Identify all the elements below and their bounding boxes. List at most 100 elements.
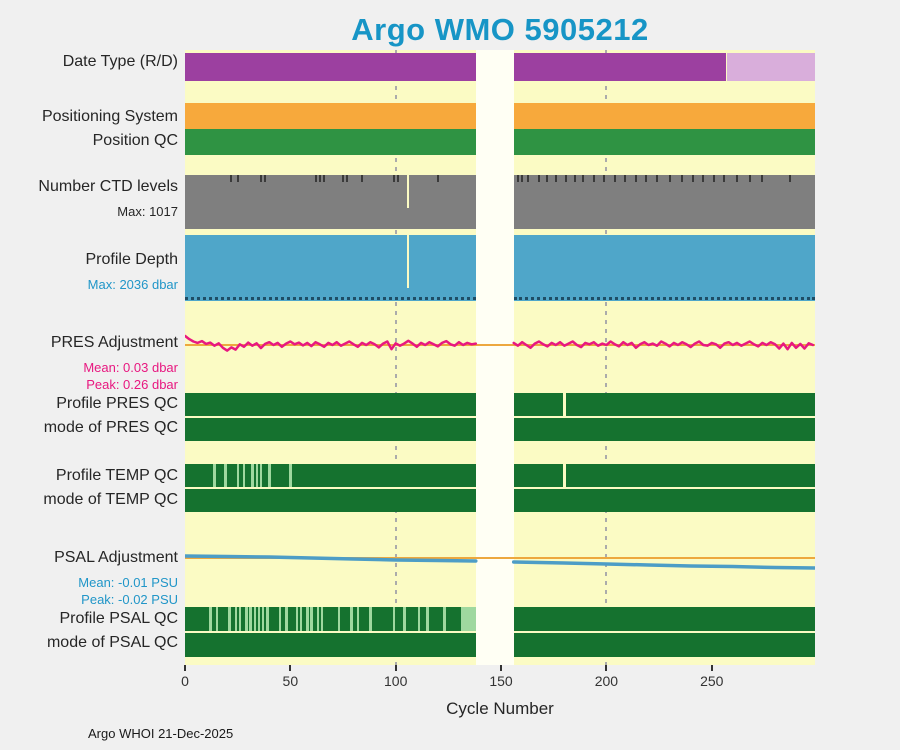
qc-flag-stripe bbox=[255, 464, 259, 487]
level-count-tick bbox=[554, 175, 557, 182]
level-count-tick bbox=[681, 175, 684, 182]
qc-flag-stripe bbox=[426, 607, 429, 631]
qc-flag-stripe bbox=[369, 607, 372, 631]
level-count-tick bbox=[565, 175, 568, 182]
level-count-tick bbox=[314, 175, 317, 182]
level-count-tick bbox=[613, 175, 616, 182]
bar-segment-position_qc bbox=[513, 129, 815, 155]
page-title: Argo WMO 5905212 bbox=[351, 12, 649, 47]
bar-segment-ctd_levels bbox=[513, 175, 815, 229]
qc-flag-stripe bbox=[285, 607, 288, 631]
qc-flag-stripe bbox=[295, 607, 299, 631]
level-count-tick bbox=[573, 175, 576, 182]
level-count-tick bbox=[761, 175, 764, 182]
bar-segment-mode_pres_qc bbox=[513, 418, 815, 441]
qc-flag-block bbox=[461, 607, 476, 631]
level-count-tick bbox=[634, 175, 637, 182]
qc-flag-stripe bbox=[356, 607, 360, 631]
label-position-qc: Position QC bbox=[92, 132, 178, 149]
qc-flag-stripe bbox=[259, 464, 263, 487]
level-count-tick bbox=[436, 175, 439, 182]
level-count-tick bbox=[264, 175, 267, 182]
plot-area bbox=[185, 50, 815, 665]
qc-flag-stripe bbox=[403, 607, 406, 631]
label-profile-temp-qc: Profile TEMP QC bbox=[55, 467, 178, 484]
x-tick-label: 100 bbox=[384, 673, 408, 689]
level-count-tick bbox=[318, 175, 321, 182]
qc-flag-stripe bbox=[417, 607, 421, 631]
label-ctd-max: Max: 1017 bbox=[117, 204, 178, 219]
data-notch bbox=[407, 235, 410, 288]
label-date-type: Date Type (R/D) bbox=[62, 53, 178, 70]
qc-flag-stripe bbox=[253, 607, 257, 631]
psal_adjustment-data-line bbox=[511, 560, 815, 570]
bar-segment-profile_temp_qc bbox=[513, 464, 815, 487]
level-count-tick bbox=[736, 175, 739, 182]
bar-segment-date_type bbox=[726, 53, 815, 81]
label-positioning-system: Positioning System bbox=[41, 108, 178, 125]
qc-flag-stripe bbox=[234, 607, 238, 631]
bar-segment-mode_pres_qc bbox=[185, 418, 476, 441]
max-depth-dotted-line bbox=[513, 297, 815, 300]
level-count-tick bbox=[392, 175, 395, 182]
level-count-tick bbox=[592, 175, 595, 182]
level-count-tick bbox=[527, 175, 530, 182]
qc-flag-stripe bbox=[337, 607, 341, 631]
level-count-tick bbox=[788, 175, 791, 182]
x-tick bbox=[710, 665, 713, 671]
x-tick bbox=[394, 665, 397, 671]
x-tick bbox=[184, 665, 186, 671]
qc-flag-stripe bbox=[251, 464, 254, 487]
x-axis: 0 50 100 150 200 250 bbox=[181, 665, 815, 699]
qc-flag-stripe bbox=[299, 607, 303, 631]
x-tick bbox=[500, 665, 503, 671]
level-count-tick bbox=[342, 175, 345, 182]
level-count-tick bbox=[259, 175, 262, 182]
bar-segment-mode_temp_qc bbox=[185, 489, 476, 512]
level-count-tick bbox=[236, 175, 239, 182]
bar-segment-profile_pres_qc bbox=[513, 393, 815, 416]
qc-flag-stripe bbox=[213, 464, 216, 487]
x-gridline bbox=[394, 50, 397, 665]
label-depth-max: Max: 2036 dbar bbox=[87, 277, 178, 292]
qc-flag-stripe bbox=[236, 464, 240, 487]
level-count-tick bbox=[655, 175, 658, 182]
bar-segment-positioning_system bbox=[185, 103, 476, 129]
level-count-tick bbox=[230, 175, 233, 182]
bar-segment-profile_pres_qc bbox=[185, 393, 476, 416]
bar-segment-mode_psal_qc bbox=[185, 633, 476, 657]
label-profile-depth: Profile Depth bbox=[85, 251, 179, 268]
qc-flag-stripe bbox=[242, 464, 246, 487]
label-mode-pres-qc: mode of PRES QC bbox=[43, 419, 178, 436]
bar-segment-position_qc bbox=[185, 129, 476, 155]
qc-flag-stripe bbox=[268, 464, 271, 487]
data-gap-band bbox=[475, 50, 514, 665]
level-count-tick bbox=[723, 175, 726, 182]
x-tick-label: 0 bbox=[181, 673, 189, 689]
bar-segment-mode_psal_qc bbox=[513, 633, 815, 657]
label-mode-psal-qc: mode of PSAL QC bbox=[46, 634, 178, 651]
bar-segment-mode_temp_qc bbox=[513, 489, 815, 512]
qc-flag-stripe bbox=[310, 607, 313, 631]
label-ctd-levels: Number CTD levels bbox=[38, 178, 178, 195]
max-depth-dotted-line bbox=[185, 297, 476, 300]
level-count-tick bbox=[323, 175, 326, 182]
qc-flag-stripe bbox=[238, 607, 242, 631]
bar-segment-ctd_levels bbox=[185, 175, 476, 229]
level-count-tick bbox=[645, 175, 648, 182]
label-profile-pres-qc: Profile PRES QC bbox=[56, 395, 178, 412]
missing-profile-stripe bbox=[563, 393, 566, 416]
level-count-tick bbox=[537, 175, 540, 182]
label-psal-mean: Mean: -0.01 PSU bbox=[78, 575, 178, 590]
bar-segment-profile_depth bbox=[185, 235, 476, 301]
x-tick bbox=[605, 665, 608, 671]
level-count-tick bbox=[748, 175, 751, 182]
bar-segment-profile_temp_qc bbox=[185, 464, 476, 487]
qc-flag-stripe bbox=[257, 607, 261, 631]
qc-flag-stripe bbox=[289, 464, 292, 487]
level-count-tick bbox=[702, 175, 705, 182]
level-count-tick bbox=[668, 175, 671, 182]
level-count-tick bbox=[521, 175, 524, 182]
level-count-tick bbox=[360, 175, 363, 182]
bar-segment-profile_depth bbox=[513, 235, 815, 301]
